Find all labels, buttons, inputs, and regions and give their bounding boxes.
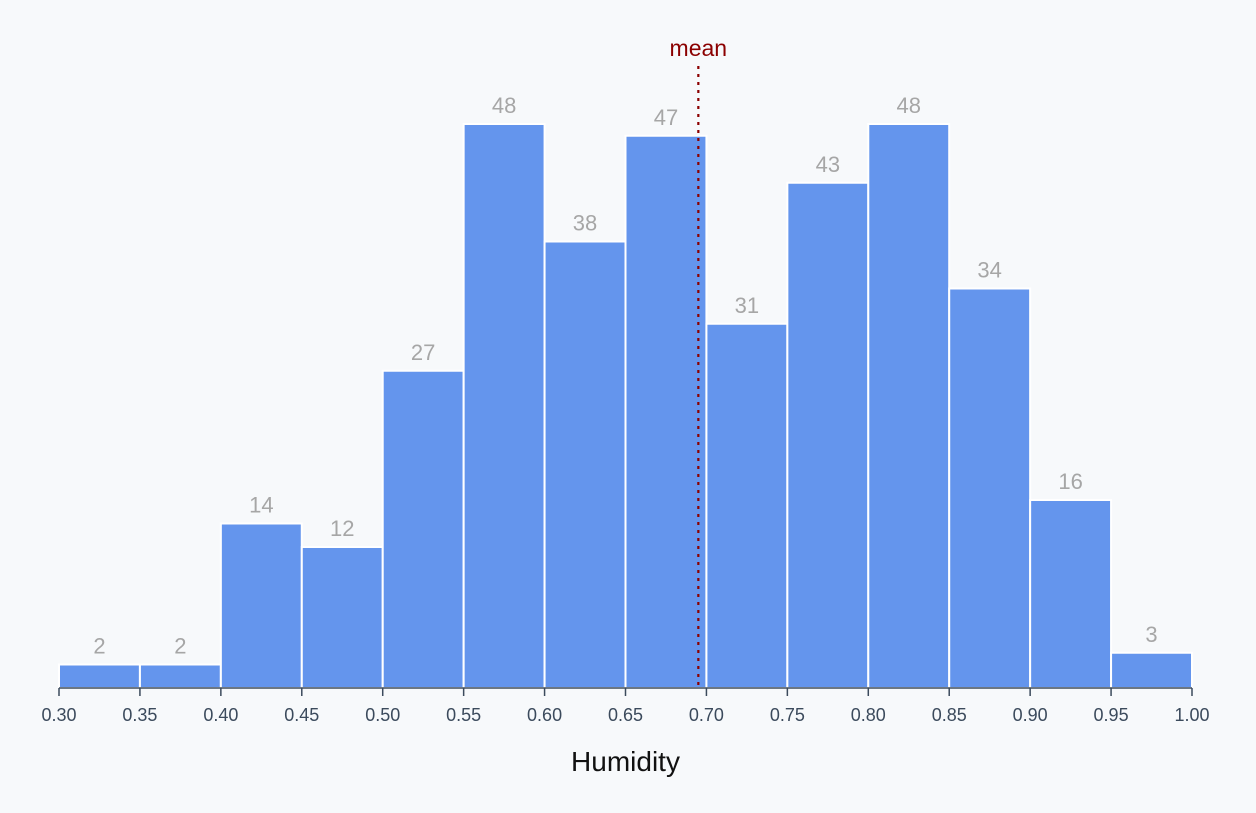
bar-labels-layer: 2 2 14 12 27 48 38 47 31 43 48 34 16 3 <box>93 93 1157 659</box>
bar-value-label: 38 <box>573 211 597 236</box>
histogram-bar <box>1110 651 1193 689</box>
x-tick-label: 0.95 <box>1094 705 1129 725</box>
x-tick-label: 0.50 <box>365 705 400 725</box>
histogram-bar <box>867 123 951 689</box>
x-tick-label: 0.60 <box>527 705 562 725</box>
bar-value-label: 2 <box>174 634 186 659</box>
mean-marker: mean <box>670 35 728 688</box>
x-tick-label: 0.90 <box>1013 705 1048 725</box>
bar-value-label: 43 <box>816 152 840 177</box>
bar-value-label: 47 <box>654 105 678 130</box>
bar-value-label: 48 <box>897 93 921 118</box>
x-tick-label: 1.00 <box>1174 705 1209 725</box>
histogram-bar <box>1029 499 1113 689</box>
bar-value-label: 48 <box>492 93 516 118</box>
histogram-bar <box>138 663 222 689</box>
bar-value-label: 3 <box>1145 622 1157 647</box>
x-tick-label: 0.75 <box>770 705 805 725</box>
histogram-bar <box>381 369 465 689</box>
histogram-bar <box>58 663 141 689</box>
x-tick-label: 0.40 <box>203 705 238 725</box>
x-tick-label: 0.30 <box>41 705 76 725</box>
histogram-bar <box>300 546 384 689</box>
bar-value-label: 12 <box>330 516 354 541</box>
histogram-bar <box>786 181 870 689</box>
bar-value-label: 31 <box>735 293 759 318</box>
x-tick-label: 0.55 <box>446 705 481 725</box>
mean-label: mean <box>670 35 728 61</box>
histogram-bar <box>705 322 789 689</box>
histogram-bar <box>948 287 1032 689</box>
bar-value-label: 27 <box>411 340 435 365</box>
bar-value-label: 2 <box>93 634 105 659</box>
histogram-bar <box>219 522 303 689</box>
x-tick-label: 0.35 <box>122 705 157 725</box>
x-axis-title: Humidity <box>571 746 680 777</box>
bar-value-label: 14 <box>249 493 273 518</box>
histogram-bar <box>462 123 546 689</box>
x-tick-label: 0.80 <box>851 705 886 725</box>
bar-value-label: 34 <box>977 258 1001 283</box>
x-axis: 0.30 0.35 0.40 0.45 0.50 0.55 0.60 0.65 0.70 0.75… <box>41 687 1210 725</box>
bar-value-label: 16 <box>1058 469 1082 494</box>
x-tick-label: 0.70 <box>689 705 724 725</box>
bars-layer <box>58 123 1193 689</box>
histogram-bar <box>624 134 708 689</box>
x-tick-label: 0.85 <box>932 705 967 725</box>
x-tick-label: 0.45 <box>284 705 319 725</box>
histogram-bar <box>543 240 627 689</box>
x-tick-label: 0.65 <box>608 705 643 725</box>
